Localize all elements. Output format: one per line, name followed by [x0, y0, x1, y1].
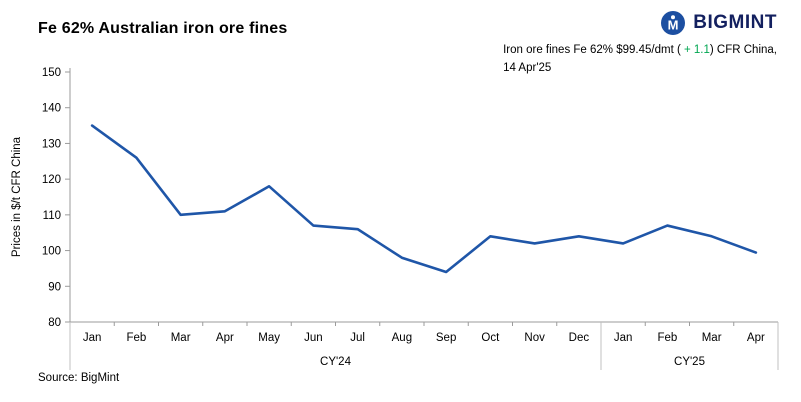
y-tick-label: 150 — [42, 67, 61, 79]
y-tick-label: 140 — [42, 103, 61, 115]
y-tick-label: 120 — [42, 174, 61, 186]
axis-group-label: CY'25 — [674, 356, 705, 368]
x-tick-label: Apr — [747, 332, 765, 344]
bigmint-logo-icon: M — [661, 11, 686, 35]
chart-title: Fe 62% Australian iron ore fines — [38, 20, 288, 37]
source-note: Source: BigMint — [38, 372, 120, 384]
line-chart: 80 90 100 110 120 130 140 150 Jan Feb Mar Apr May Jun… — [11, 67, 779, 370]
x-tick-label: Feb — [126, 332, 146, 344]
x-tick-label: Jul — [350, 332, 365, 344]
x-tick-label: Jan — [614, 332, 633, 344]
x-tick-label: Oct — [481, 332, 500, 344]
y-tick-label: 90 — [48, 281, 61, 293]
y-tick-label: 100 — [42, 246, 61, 258]
bigmint-logo-text: BIGMINT — [693, 12, 777, 33]
annotation-date: 14 Apr'25 — [503, 61, 552, 74]
x-tick-label: Nov — [524, 332, 545, 344]
annotation-text-suffix: ) CFR China, — [709, 44, 777, 56]
x-tick-label: Mar — [702, 332, 722, 344]
y-axis-title: Prices in $/t CFR China — [11, 136, 23, 257]
y-tick-label: 80 — [48, 317, 61, 329]
x-tick-label: Aug — [392, 332, 412, 344]
x-tick-label: Jan — [83, 332, 102, 344]
annotation-line1: Iron ore fines Fe 62% $99.45/dmt ( + 1.1… — [503, 42, 777, 60]
logo: M BIGMINT — [660, 10, 777, 36]
x-tick-label: Jun — [304, 332, 323, 344]
x-tick-label: Feb — [657, 332, 677, 344]
x-tick-label: May — [258, 332, 280, 344]
annotation-change-value: + 1.1 — [680, 44, 710, 56]
price-annotation: Iron ore fines Fe 62% $99.45/dmt ( + 1.1… — [503, 42, 777, 78]
x-tick-label: Sep — [436, 332, 456, 344]
annotation-text-prefix: Iron ore fines Fe 62% $99.45/dmt ( — [503, 44, 681, 56]
axis-group-label: CY'24 — [320, 356, 352, 368]
x-tick-label: Apr — [216, 332, 234, 344]
y-tick-label: 110 — [43, 210, 61, 222]
x-tick-label: Mar — [171, 332, 191, 344]
svg-text:M: M — [668, 18, 679, 33]
price-line — [90, 124, 758, 274]
y-tick-label: 130 — [42, 138, 61, 150]
x-tick-label: Dec — [569, 332, 590, 344]
